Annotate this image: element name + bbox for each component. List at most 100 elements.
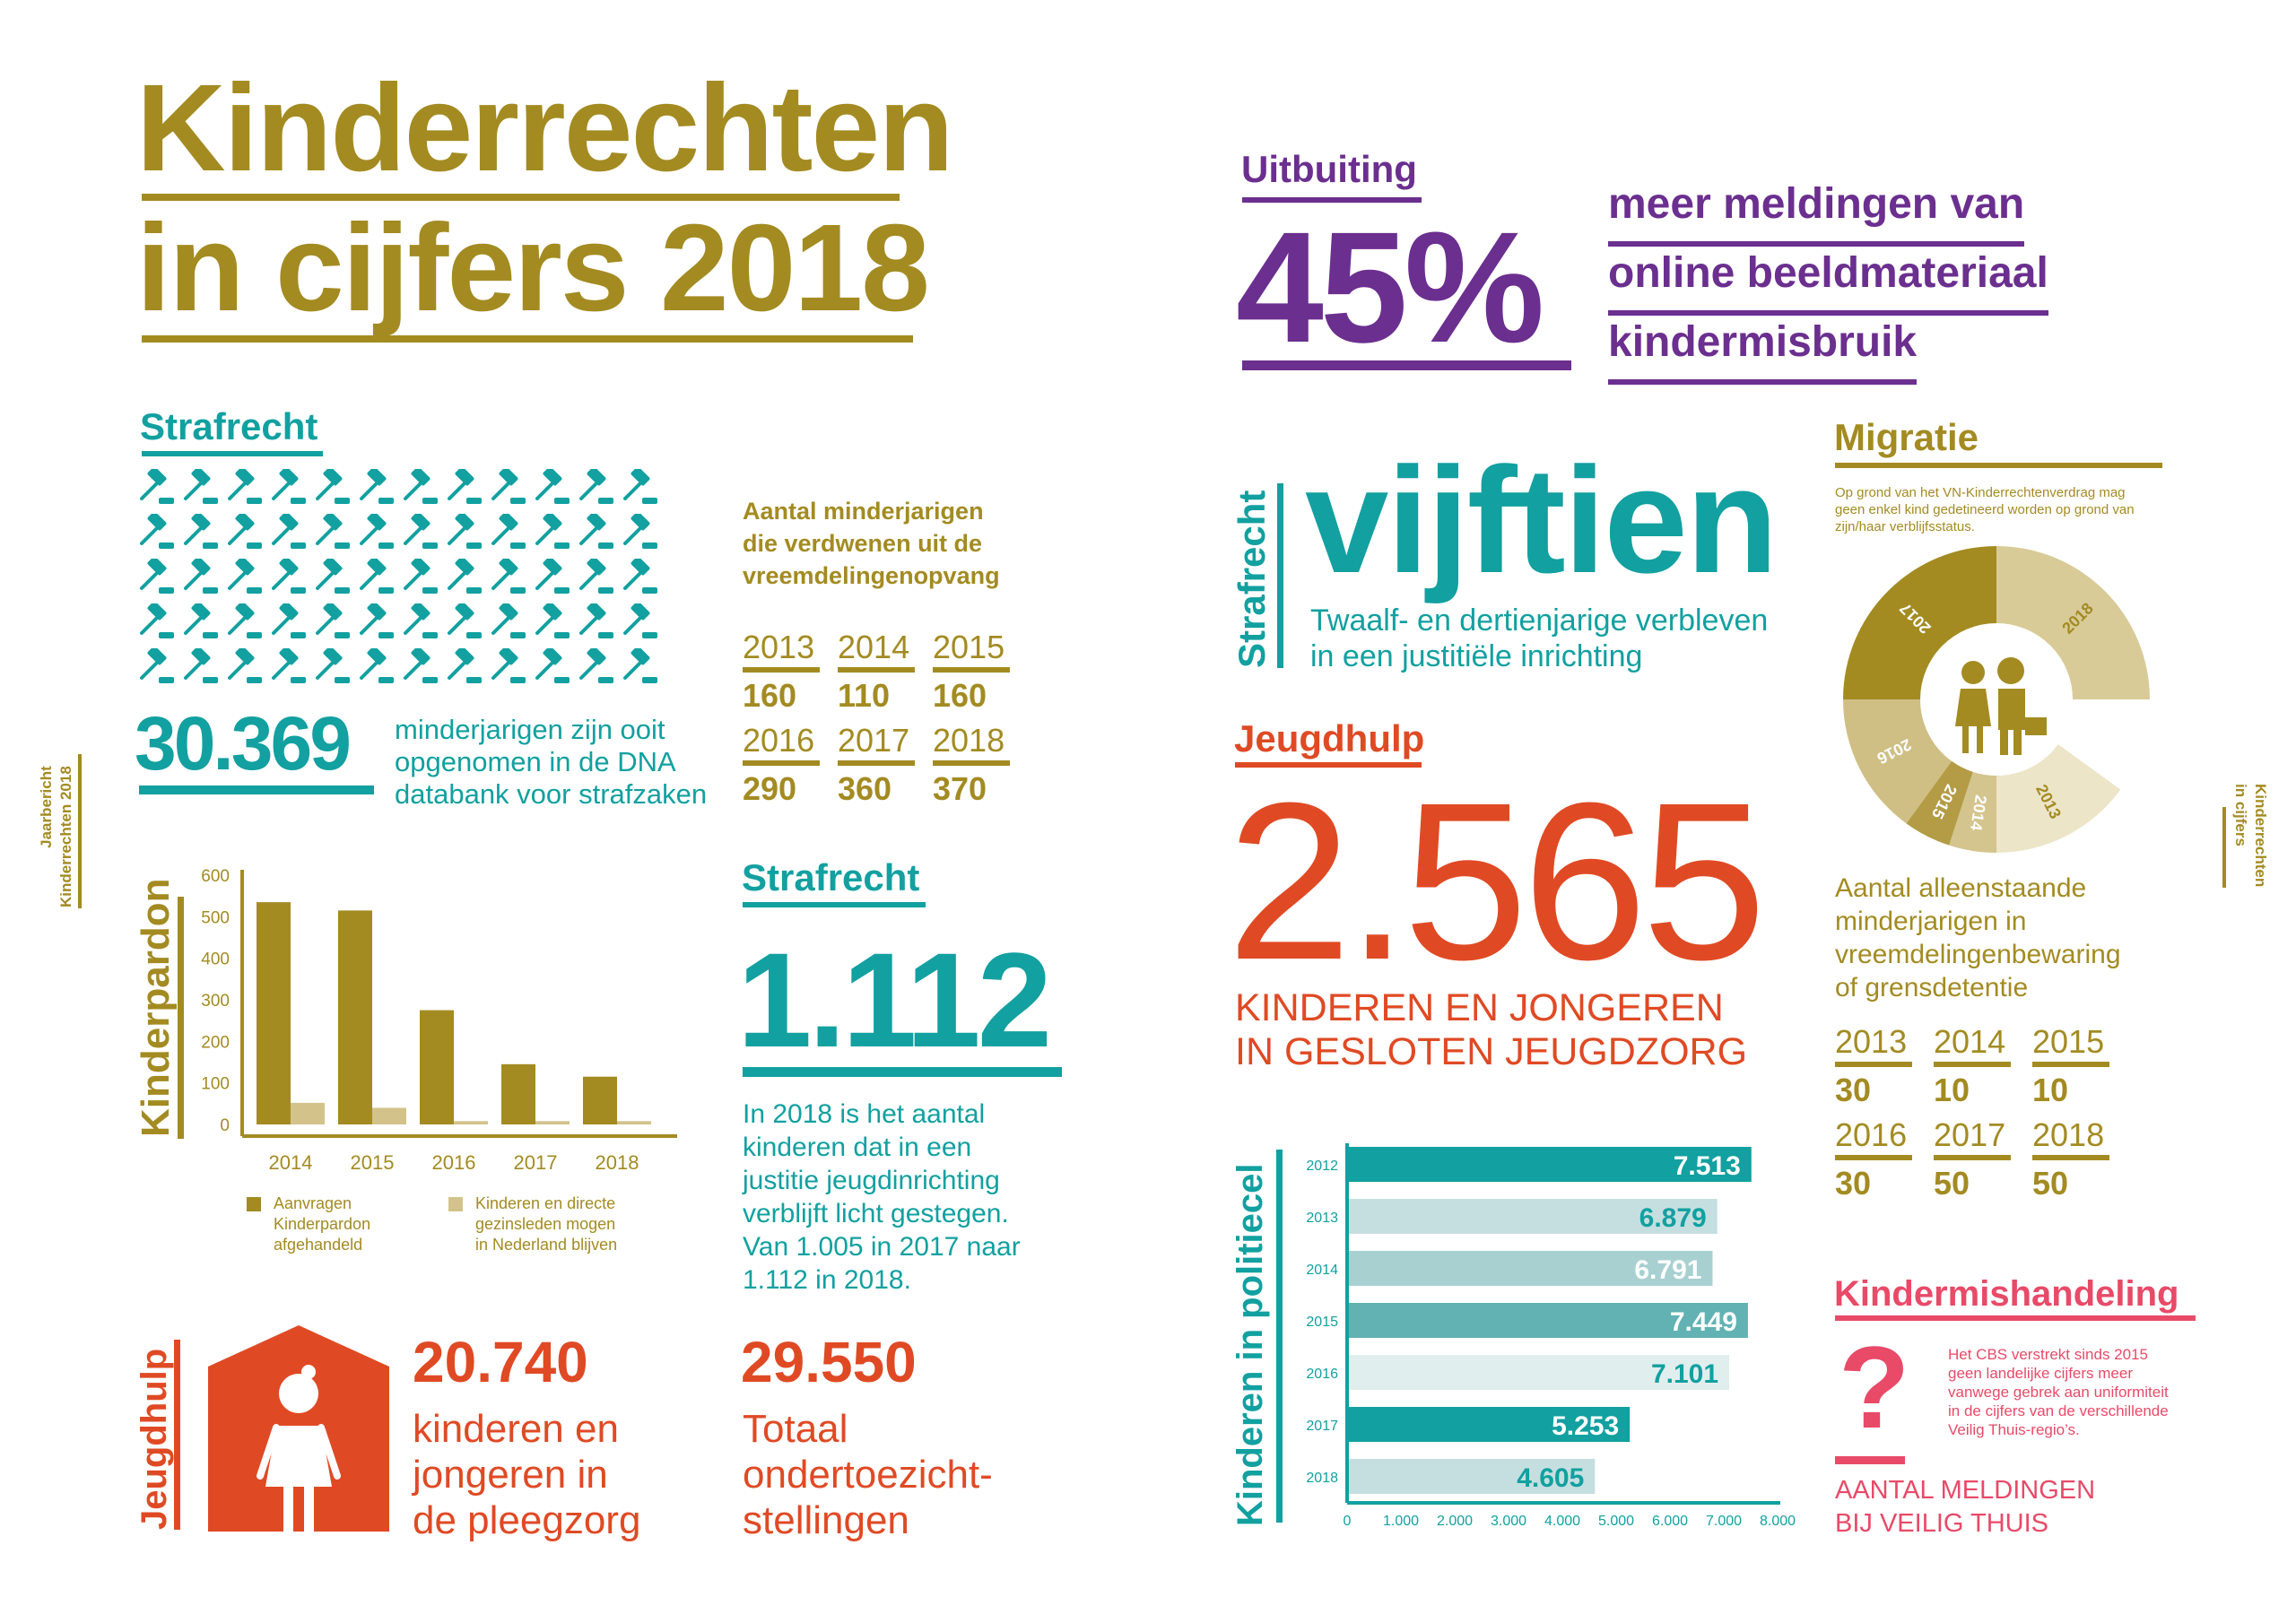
migratie-underline bbox=[1835, 463, 2162, 468]
bar-value-label: 6.879 bbox=[1639, 1203, 1707, 1233]
gavel-icon bbox=[316, 514, 350, 549]
migratie-note-line: Op grond van het VN-Kinderrechtenverdrag… bbox=[1835, 485, 2126, 500]
uitbuiting-heading: Uitbuiting bbox=[1241, 148, 1417, 190]
bar-value-label: 7.449 bbox=[1670, 1307, 1737, 1337]
x-tick-label: 3.000 bbox=[1491, 1514, 1526, 1529]
verdwenen-year: 2016 bbox=[743, 721, 820, 766]
y-tick-label: 2012 bbox=[1306, 1159, 1338, 1174]
migratie-caption-line: vreemdelingenbewaring bbox=[1835, 940, 2121, 969]
side-right-divider bbox=[2222, 807, 2226, 888]
verdwenen-year: 2017 bbox=[838, 721, 915, 766]
gavel-icon bbox=[228, 469, 262, 504]
verdwenen-year: 2013 bbox=[743, 628, 820, 673]
legend-label: Aanvragen bbox=[274, 1194, 352, 1212]
gavel-icon bbox=[228, 559, 262, 594]
dna-text-line: databank voor strafzaken bbox=[395, 778, 708, 810]
dna-text-line: opgenomen in de DNA bbox=[395, 746, 676, 777]
verdwenen-value: 160 bbox=[743, 677, 797, 714]
uitbuiting-text-line: online beeldmateriaal bbox=[1608, 247, 2048, 316]
verdwenen-year: 2014 bbox=[838, 628, 915, 673]
pleegzorg-text-line: de pleegzorg bbox=[413, 1498, 641, 1542]
gavel-icon bbox=[360, 559, 394, 594]
gavel-icon bbox=[184, 514, 218, 549]
gavel-icon bbox=[535, 559, 570, 594]
legend-label: Kinderpardon bbox=[274, 1215, 370, 1233]
jji-text: In 2018 is het aantal kinderen dat in ee… bbox=[743, 1098, 1021, 1297]
side-left-line2: Kinderrechten 2018 bbox=[57, 766, 74, 907]
bar-2017 bbox=[1347, 1407, 1631, 1442]
verdwenen-heading-line: vreemdelingenopvang bbox=[743, 562, 1000, 589]
x-tick-label: 2018 bbox=[596, 1151, 639, 1174]
gavel-icon bbox=[579, 559, 613, 594]
gavel-icon bbox=[228, 603, 262, 638]
bar-value-label: 4.605 bbox=[1517, 1463, 1584, 1493]
gavel-icon bbox=[316, 603, 350, 638]
y-tick-label: 200 bbox=[201, 1033, 230, 1052]
y-tick-label: 500 bbox=[201, 908, 230, 927]
vijftien-text-line: Twaalf- en dertienjarige verbleven bbox=[1310, 603, 1769, 638]
note-line: vanwege gebrek aan uniformiteit bbox=[1948, 1384, 2169, 1401]
dna-text-line: minderjarigen zijn ooit bbox=[395, 714, 665, 745]
migratie-heading: Migratie bbox=[1834, 416, 1979, 458]
note-line: in de cijfers van de verschillende bbox=[1948, 1402, 2169, 1419]
pleegzorg-text: kinderen en jongeren in de pleegzorg bbox=[413, 1406, 640, 1543]
migratie-value: 10 bbox=[2032, 1072, 2069, 1108]
bar-blijven bbox=[454, 1121, 488, 1124]
bar-blijven bbox=[617, 1121, 651, 1124]
uitbuiting-text: meer meldingen van online beeldmateriaal… bbox=[1608, 178, 2048, 385]
gavel-icon bbox=[448, 514, 482, 549]
bar-value-label: 5.253 bbox=[1552, 1411, 1619, 1441]
gavel-icon bbox=[535, 603, 570, 638]
verdwenen-heading-line: die verdwenen uit de bbox=[743, 530, 983, 557]
bar-afgehandeld bbox=[257, 902, 291, 1124]
jeugdzorg-text-line: IN GESLOTEN JEUGDZORG bbox=[1235, 1030, 1748, 1073]
bar-blijven bbox=[372, 1107, 406, 1124]
y-tick-label: 300 bbox=[201, 992, 230, 1011]
gavel-icon bbox=[535, 648, 570, 683]
verdwenen-year: 2018 bbox=[933, 721, 1010, 766]
gavel-icon bbox=[272, 559, 306, 594]
jji-text-line: In 2018 is het aantal bbox=[743, 1099, 986, 1129]
gavel-icon bbox=[360, 648, 394, 683]
gavel-icon bbox=[404, 469, 438, 504]
side-right-line2: in cijfers bbox=[2232, 784, 2249, 846]
politiecel-divider bbox=[1276, 1150, 1283, 1523]
bar-2015 bbox=[1347, 1303, 1748, 1338]
gavel-icon bbox=[140, 514, 174, 549]
gavel-icon bbox=[579, 603, 613, 638]
ots-text-line: stellingen bbox=[743, 1498, 909, 1542]
kindermishandeling-underline bbox=[1835, 1315, 2196, 1321]
gavel-icon bbox=[184, 603, 218, 638]
jji-text-line: Van 1.005 in 2017 naar bbox=[743, 1232, 1021, 1262]
gavel-icon bbox=[491, 559, 526, 594]
x-tick-label: 2016 bbox=[432, 1151, 476, 1174]
bar-afgehandeld bbox=[501, 1063, 535, 1124]
ots-text-line: ondertoezicht- bbox=[743, 1453, 993, 1497]
gavel-icon bbox=[272, 648, 306, 683]
x-tick-label: 2017 bbox=[514, 1151, 558, 1174]
y-tick-label: 2013 bbox=[1306, 1211, 1338, 1226]
migratie-year: 2017 bbox=[1934, 1115, 2011, 1160]
gavel-icon bbox=[140, 559, 174, 594]
gavel-grid bbox=[139, 469, 668, 693]
politiecel-label: Kinderen in politiecel bbox=[1231, 1163, 1270, 1526]
jji-text-line: 1.112 in 2018. bbox=[743, 1265, 911, 1295]
gavel-icon bbox=[448, 648, 482, 683]
title-underline-2 bbox=[142, 335, 913, 343]
y-tick-label: 0 bbox=[220, 1116, 230, 1135]
y-tick-label: 2017 bbox=[1306, 1419, 1338, 1434]
migratie-year: 2016 bbox=[1835, 1115, 1912, 1160]
uitbuiting-number-underline bbox=[1242, 360, 1571, 370]
migratie-caption-line: of grensdetentie bbox=[1835, 973, 2029, 1002]
kinderpardon-chart: 0 100 200 300 400 500 600 2014 2015 2016 2017 2018 A… bbox=[201, 867, 677, 1254]
gavel-icon bbox=[404, 648, 438, 683]
migratie-year: 2013 bbox=[1835, 1022, 1912, 1067]
gavel-icon bbox=[140, 648, 174, 683]
legend-label: afgehandeld bbox=[274, 1236, 362, 1254]
vijftien-text: Twaalf- en dertienjarige verbleven in ee… bbox=[1310, 603, 1768, 674]
page-title-line2: in cijfers 2018 bbox=[136, 199, 930, 337]
jeugdzorg-heading: Jeugdhulp bbox=[1234, 717, 1425, 759]
x-tick-label: 7.000 bbox=[1706, 1514, 1742, 1529]
kindermishandeling-heading: Kindermishandeling bbox=[1834, 1274, 2179, 1314]
